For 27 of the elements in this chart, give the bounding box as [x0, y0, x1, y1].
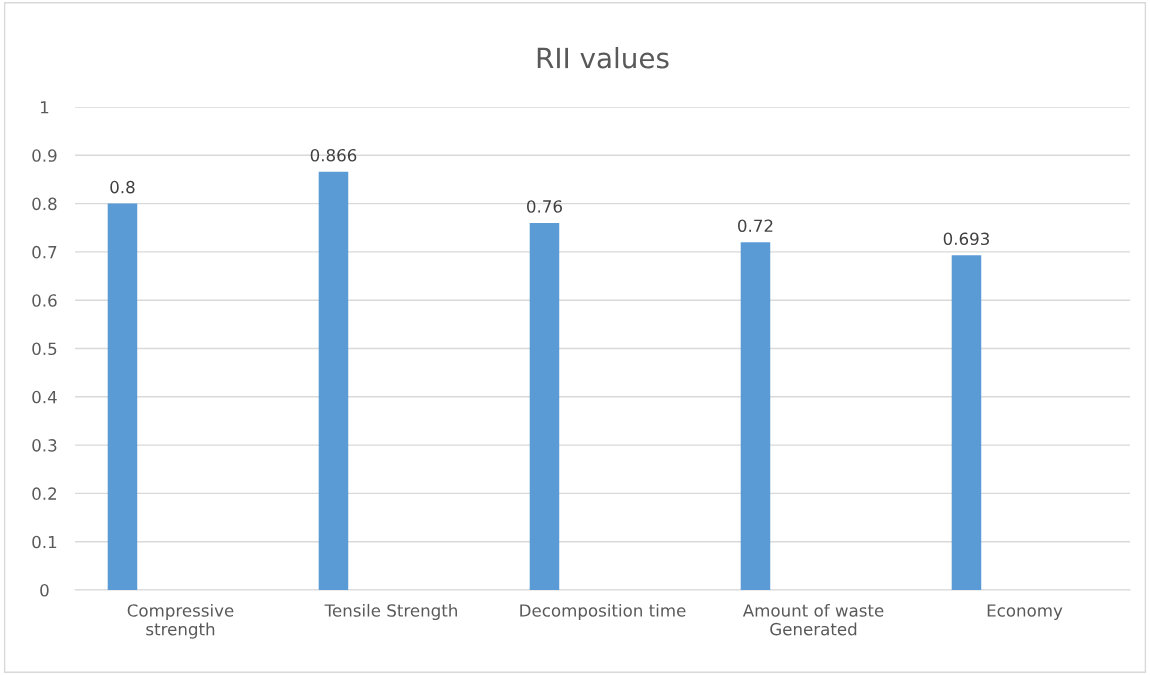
data-label: 0.8 [110, 180, 135, 194]
y-tick-label: 0.8 [32, 197, 57, 211]
bar [318, 171, 349, 590]
data-label: 0.693 [943, 232, 989, 246]
y-tick-label: 0.5 [32, 342, 57, 356]
x-tick-label: Amount of waste Generated [742, 603, 884, 636]
x-tick-label: Economy [987, 604, 1063, 621]
y-tick-label: 0.9 [32, 149, 57, 162]
y-tick-label: 0.2 [32, 487, 57, 500]
y-tick-label: 1 [40, 101, 49, 114]
y-tick-label: 0.1 [32, 535, 57, 549]
bar [107, 203, 138, 590]
y-tick-label: 0.4 [32, 390, 57, 404]
y-tick-label: 0.6 [32, 294, 57, 307]
x-tick-label: Tensile Strength [324, 603, 457, 621]
y-tick-label: 0.7 [32, 245, 57, 259]
x-tick-label: Decomposition time [520, 603, 686, 621]
data-label: 0.866 [310, 148, 357, 162]
bar [740, 242, 771, 590]
y-tick-label: 0 [40, 583, 49, 597]
x-tick-label: Compressive strength [127, 603, 234, 639]
data-label: 0.72 [738, 219, 773, 233]
chart-title: RII values [537, 47, 669, 69]
data-label: 0.76 [527, 200, 562, 213]
bar [529, 222, 560, 590]
y-tick-label: 0.3 [32, 439, 57, 452]
bar [951, 255, 982, 590]
